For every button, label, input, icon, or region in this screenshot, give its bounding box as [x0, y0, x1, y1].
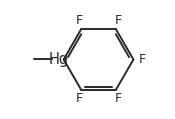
Text: F: F: [139, 53, 146, 66]
Text: F: F: [75, 14, 83, 27]
Text: F: F: [114, 92, 122, 105]
Text: Hg: Hg: [49, 52, 69, 67]
Text: F: F: [114, 14, 122, 27]
Text: F: F: [75, 92, 83, 105]
